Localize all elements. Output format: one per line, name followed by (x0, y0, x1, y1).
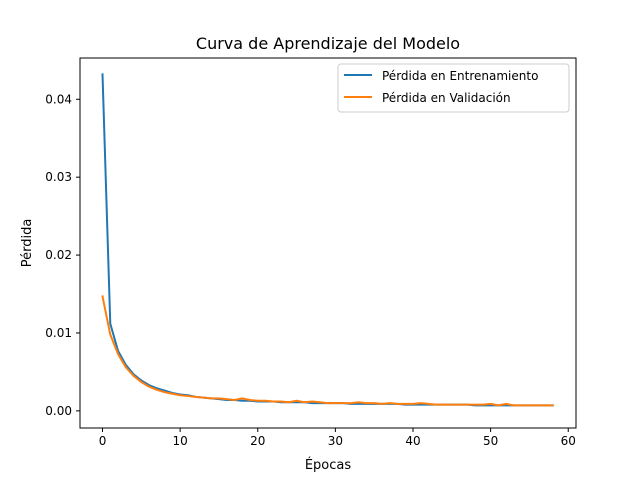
y-tick-label: 0.00 (45, 404, 72, 418)
x-tick-label: 60 (561, 434, 576, 448)
series-layer (101, 73, 554, 407)
legend: Pérdida en Entrenamiento Pérdida en Vali… (337, 63, 570, 113)
x-tick-label: 0 (99, 434, 107, 448)
x-tick-label: 30 (328, 434, 343, 448)
legend-label-training: Pérdida en Entrenamiento (382, 69, 538, 83)
legend-label-validation: Pérdida en Validación (382, 91, 511, 105)
plot-frame (79, 57, 577, 429)
series-line-validation (101, 295, 554, 407)
x-tick-label: 20 (250, 434, 265, 448)
chart-title: Curva de Aprendizaje del Modelo (196, 34, 460, 53)
x-tick-label: 40 (405, 434, 420, 448)
x-tick-label: 50 (483, 434, 498, 448)
y-tick-label: 0.02 (45, 248, 72, 262)
x-tick-label: 10 (172, 434, 187, 448)
y-tick-label: 0.04 (45, 92, 72, 106)
x-axis-label: Épocas (305, 457, 352, 473)
ticks-layer: 0 10 20 30 40 50 60 0.00 0.01 0.02 0.03 0.04 (45, 92, 576, 448)
legend-box (337, 63, 570, 113)
y-axis-label: Pérdida (20, 219, 35, 268)
y-tick-label: 0.01 (45, 326, 72, 340)
y-tick-label: 0.03 (45, 170, 72, 184)
